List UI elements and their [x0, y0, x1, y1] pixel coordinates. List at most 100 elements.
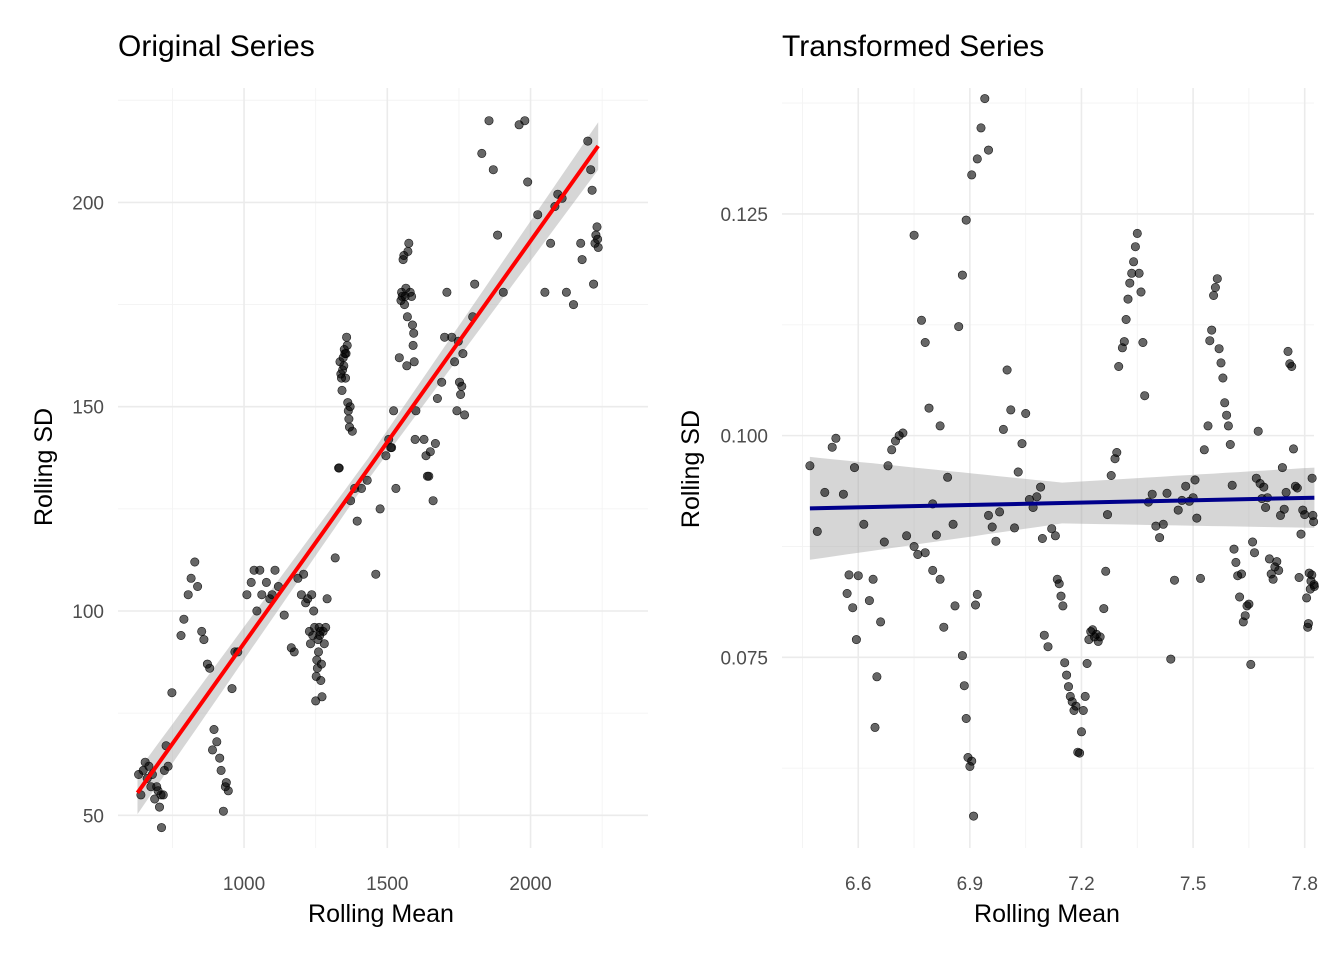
data-point-51 [961, 713, 971, 723]
data-point-149 [447, 332, 457, 342]
data-point-19 [883, 461, 893, 471]
y-tick-label: 0.075 [720, 648, 768, 669]
data-point-66 [1013, 467, 1023, 477]
data-point-107 [1112, 447, 1122, 457]
data-point-71 [1032, 492, 1042, 502]
data-point-161 [1244, 599, 1254, 609]
data-point-143 [1210, 282, 1220, 292]
data-point-59 [987, 522, 997, 532]
panel-0-tick-labels: 1000 1500 2000 50 100 150 200 [72, 193, 551, 895]
panel-0-trend-layer [135, 144, 600, 794]
data-point-62 [307, 590, 317, 600]
data-point-134 [409, 328, 419, 338]
data-point-29 [208, 745, 218, 755]
data-point-26 [199, 635, 209, 645]
data-point-151 [452, 406, 462, 416]
data-point-17 [163, 761, 173, 771]
data-point-166 [1253, 426, 1263, 436]
data-point-160 [477, 148, 487, 158]
data-point-32 [215, 753, 225, 763]
data-point-100 [344, 414, 354, 424]
data-point-80 [321, 622, 331, 632]
data-point-82 [330, 553, 340, 563]
data-point-94 [340, 373, 350, 383]
data-point-181 [589, 279, 599, 289]
data-point-80 [1056, 591, 1066, 601]
data-point-154 [1231, 557, 1241, 567]
data-point-71 [313, 647, 323, 657]
data-point-184 [592, 222, 602, 232]
data-point-140 [1205, 336, 1215, 346]
data-point-168 [533, 210, 543, 220]
data-point-91 [1077, 727, 1087, 737]
data-point-111 [1121, 314, 1131, 324]
data-point-167 [523, 177, 533, 187]
data-point-136 [410, 434, 420, 444]
data-point-136 [1192, 513, 1202, 523]
data-point-37 [223, 786, 233, 796]
data-point-94 [1082, 658, 1092, 668]
data-point-57 [972, 589, 982, 599]
panel-0-x-axis-title: Rolling Mean [308, 900, 454, 928]
data-point-76 [1047, 524, 1057, 534]
data-point-159 [1240, 611, 1250, 621]
data-point-92 [1078, 705, 1088, 715]
data-point-128 [403, 246, 413, 256]
data-point-42 [246, 577, 256, 587]
data-point-40 [909, 230, 919, 240]
data-point-47 [261, 577, 271, 587]
data-point-58 [983, 510, 993, 520]
panel-0-title: Original Series [118, 30, 315, 63]
data-point-129 [1170, 575, 1180, 585]
data-point-148 [1220, 398, 1230, 408]
data-point-56 [296, 590, 306, 600]
data-point-5 [144, 761, 154, 771]
data-point-2 [820, 487, 830, 497]
data-point-119 [1136, 287, 1146, 297]
data-point-36 [972, 154, 982, 164]
data-point-135 [1190, 475, 1200, 485]
data-point-49 [957, 651, 967, 661]
data-point-61 [995, 507, 1005, 517]
data-point-182 [1283, 346, 1293, 356]
data-point-137 [1196, 573, 1206, 583]
data-point-0 [805, 461, 815, 471]
data-point-108 [1114, 361, 1124, 371]
data-point-15 [870, 722, 880, 732]
data-point-138 [1199, 445, 1209, 455]
data-point-24 [193, 581, 203, 591]
data-point-108 [362, 475, 372, 485]
data-point-55 [969, 811, 979, 821]
data-point-189 [1296, 529, 1306, 539]
data-point-115 [1129, 257, 1139, 267]
y-tick-label: 50 [83, 806, 104, 827]
trend-line [809, 495, 1315, 511]
data-point-90 [1075, 748, 1085, 758]
data-point-19 [176, 630, 186, 640]
data-point-34 [961, 215, 971, 225]
data-point-73 [1037, 533, 1047, 543]
data-point-169 [1259, 482, 1269, 492]
trend-line [135, 144, 600, 794]
data-point-201 [1309, 517, 1319, 527]
data-point-179 [586, 165, 596, 175]
data-point-170 [1261, 502, 1271, 512]
data-point-176 [1272, 557, 1282, 567]
data-point-72 [1036, 482, 1046, 492]
data-point-127 [1162, 488, 1172, 498]
data-point-8 [150, 794, 160, 804]
data-point-32 [954, 322, 964, 332]
data-point-25 [909, 541, 919, 551]
data-point-93 [1080, 691, 1090, 701]
data-point-14 [158, 790, 168, 800]
panel-1-tick-labels: 6.6 6.9 7.2 7.5 7.8 0.075 0.100 0.125 [720, 205, 1317, 895]
data-point-60 [991, 536, 1001, 546]
data-point-198 [1307, 570, 1317, 580]
data-point-24 [902, 531, 912, 541]
data-point-156 [458, 349, 468, 359]
data-point-152 [1227, 480, 1237, 490]
data-point-5 [838, 489, 848, 499]
data-point-18 [879, 537, 889, 547]
data-point-46 [935, 574, 945, 584]
data-point-112 [1123, 294, 1133, 304]
